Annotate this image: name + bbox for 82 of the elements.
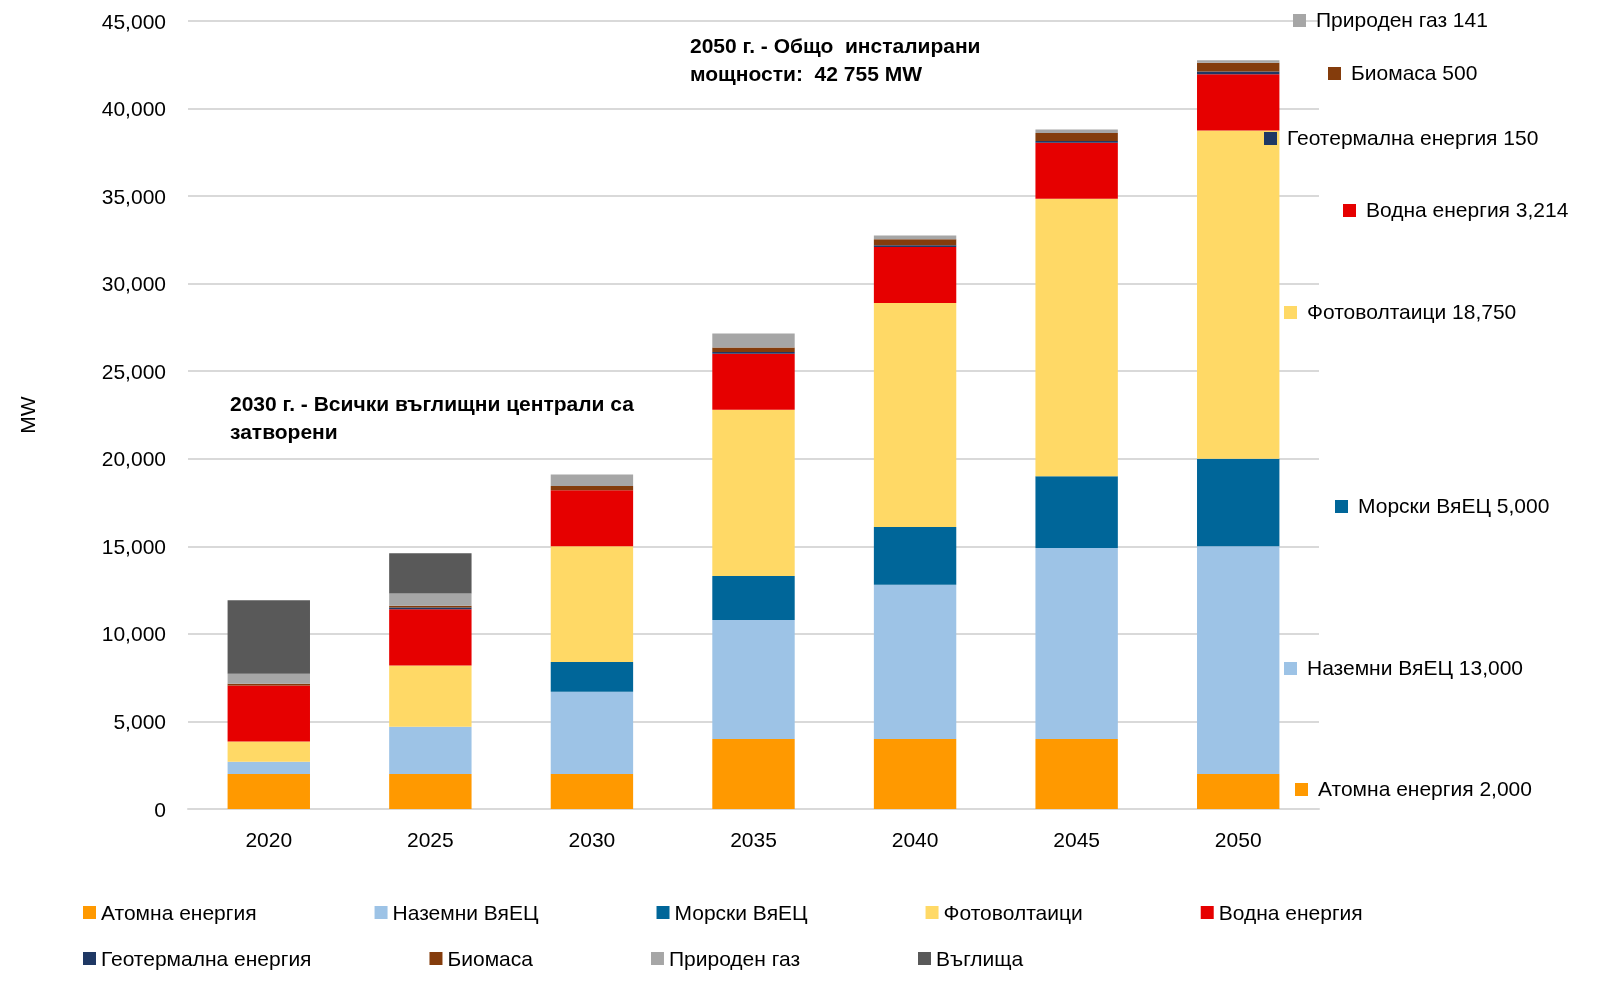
x-tick-label: 2050 <box>1214 828 1262 851</box>
y-tick-label: 35,000 <box>101 184 166 208</box>
annotation: Наземни ВяЕЦ 13,000 <box>1307 656 1524 680</box>
y-tick-label: 0 <box>154 797 166 821</box>
bar <box>712 409 795 577</box>
bar <box>1035 476 1118 549</box>
legend-label: Водна енергия <box>1218 901 1363 924</box>
bar <box>227 600 310 674</box>
bar <box>1197 773 1280 809</box>
annotation: Геотермална енергия 150 <box>1287 126 1539 150</box>
bar <box>712 576 795 620</box>
legend-label: Наземни ВяЕЦ <box>392 901 539 924</box>
text: Биомаса 500 <box>1351 61 1478 85</box>
x-tick-label: 2030 <box>568 828 616 851</box>
bar <box>227 685 310 742</box>
x-tick-label: 2045 <box>1053 828 1100 851</box>
y-tick-label: 10,000 <box>101 622 166 646</box>
legend-label: Атомна енергия <box>101 901 257 924</box>
bar <box>873 584 957 739</box>
y-tick-label: 20,000 <box>101 447 166 471</box>
bar <box>550 490 634 547</box>
bar <box>712 333 795 348</box>
text: Водна енергия 3,214 <box>1366 198 1569 222</box>
bar <box>873 527 957 585</box>
bar <box>550 773 634 809</box>
bar <box>1035 198 1118 477</box>
y-tick-label: 15,000 <box>101 534 166 558</box>
bar <box>550 546 634 662</box>
bar <box>1035 142 1118 199</box>
y-tick-label: 40,000 <box>101 97 166 121</box>
bar <box>550 485 634 491</box>
y-tick-label: 45,000 <box>101 9 166 33</box>
bar <box>1197 546 1280 774</box>
bar <box>873 239 957 246</box>
legend-label: Геотермална енергия <box>101 947 312 970</box>
bar <box>873 246 957 303</box>
bar <box>550 661 634 692</box>
bar <box>227 773 310 809</box>
bar <box>1197 60 1280 63</box>
annotation: 2050 г. - Общо инсталирани мощности: 42 755 MW <box>686 32 1024 88</box>
bar <box>1035 133 1118 141</box>
legend-label: Фотоволтаици <box>943 901 1083 924</box>
bar <box>712 738 795 809</box>
y-axis-title: MW <box>16 396 39 434</box>
text: Морски ВяЕЦ 5,000 <box>1358 494 1550 518</box>
legend-label: Въглища <box>936 947 1024 970</box>
x-tick-label: 2040 <box>891 828 939 851</box>
bar <box>712 353 795 410</box>
bar <box>550 474 634 486</box>
annotation: Атомна енергия 2,000 <box>1318 777 1532 801</box>
annotation: Фотоволтаици 18,750 <box>1307 300 1517 324</box>
bar <box>1197 74 1280 131</box>
bar <box>389 726 472 774</box>
legend-label: Морски ВяЕЦ <box>674 901 809 924</box>
legend-label: Биомаса <box>447 947 534 970</box>
bar <box>1197 62 1280 72</box>
y-tick-label: 5,000 <box>113 709 166 733</box>
bar <box>227 741 310 762</box>
legend-label: Природен газ <box>668 947 801 970</box>
bar <box>389 609 472 666</box>
bar <box>712 347 795 352</box>
y-tick-label: 30,000 <box>101 272 166 296</box>
x-tick-label: 2025 <box>407 828 454 851</box>
bar <box>550 691 634 774</box>
bar <box>873 738 957 809</box>
bar <box>1197 130 1280 459</box>
bar <box>227 761 310 774</box>
bar <box>873 302 957 528</box>
bar <box>227 673 310 684</box>
bar <box>389 553 472 594</box>
bar <box>712 619 795 739</box>
x-tick-label: 2020 <box>245 828 293 851</box>
bar <box>1035 548 1118 739</box>
bar <box>389 773 472 809</box>
bar <box>389 593 472 606</box>
y-tick-label: 25,000 <box>101 359 166 383</box>
bar <box>1197 458 1280 547</box>
annotation: 2030 г. - Всички въглищни централи са затворени <box>226 390 674 446</box>
bar <box>389 665 472 727</box>
annotation: Природен газ 141 <box>1316 8 1488 32</box>
bar <box>1035 738 1118 809</box>
x-tick-label: 2035 <box>730 828 777 851</box>
